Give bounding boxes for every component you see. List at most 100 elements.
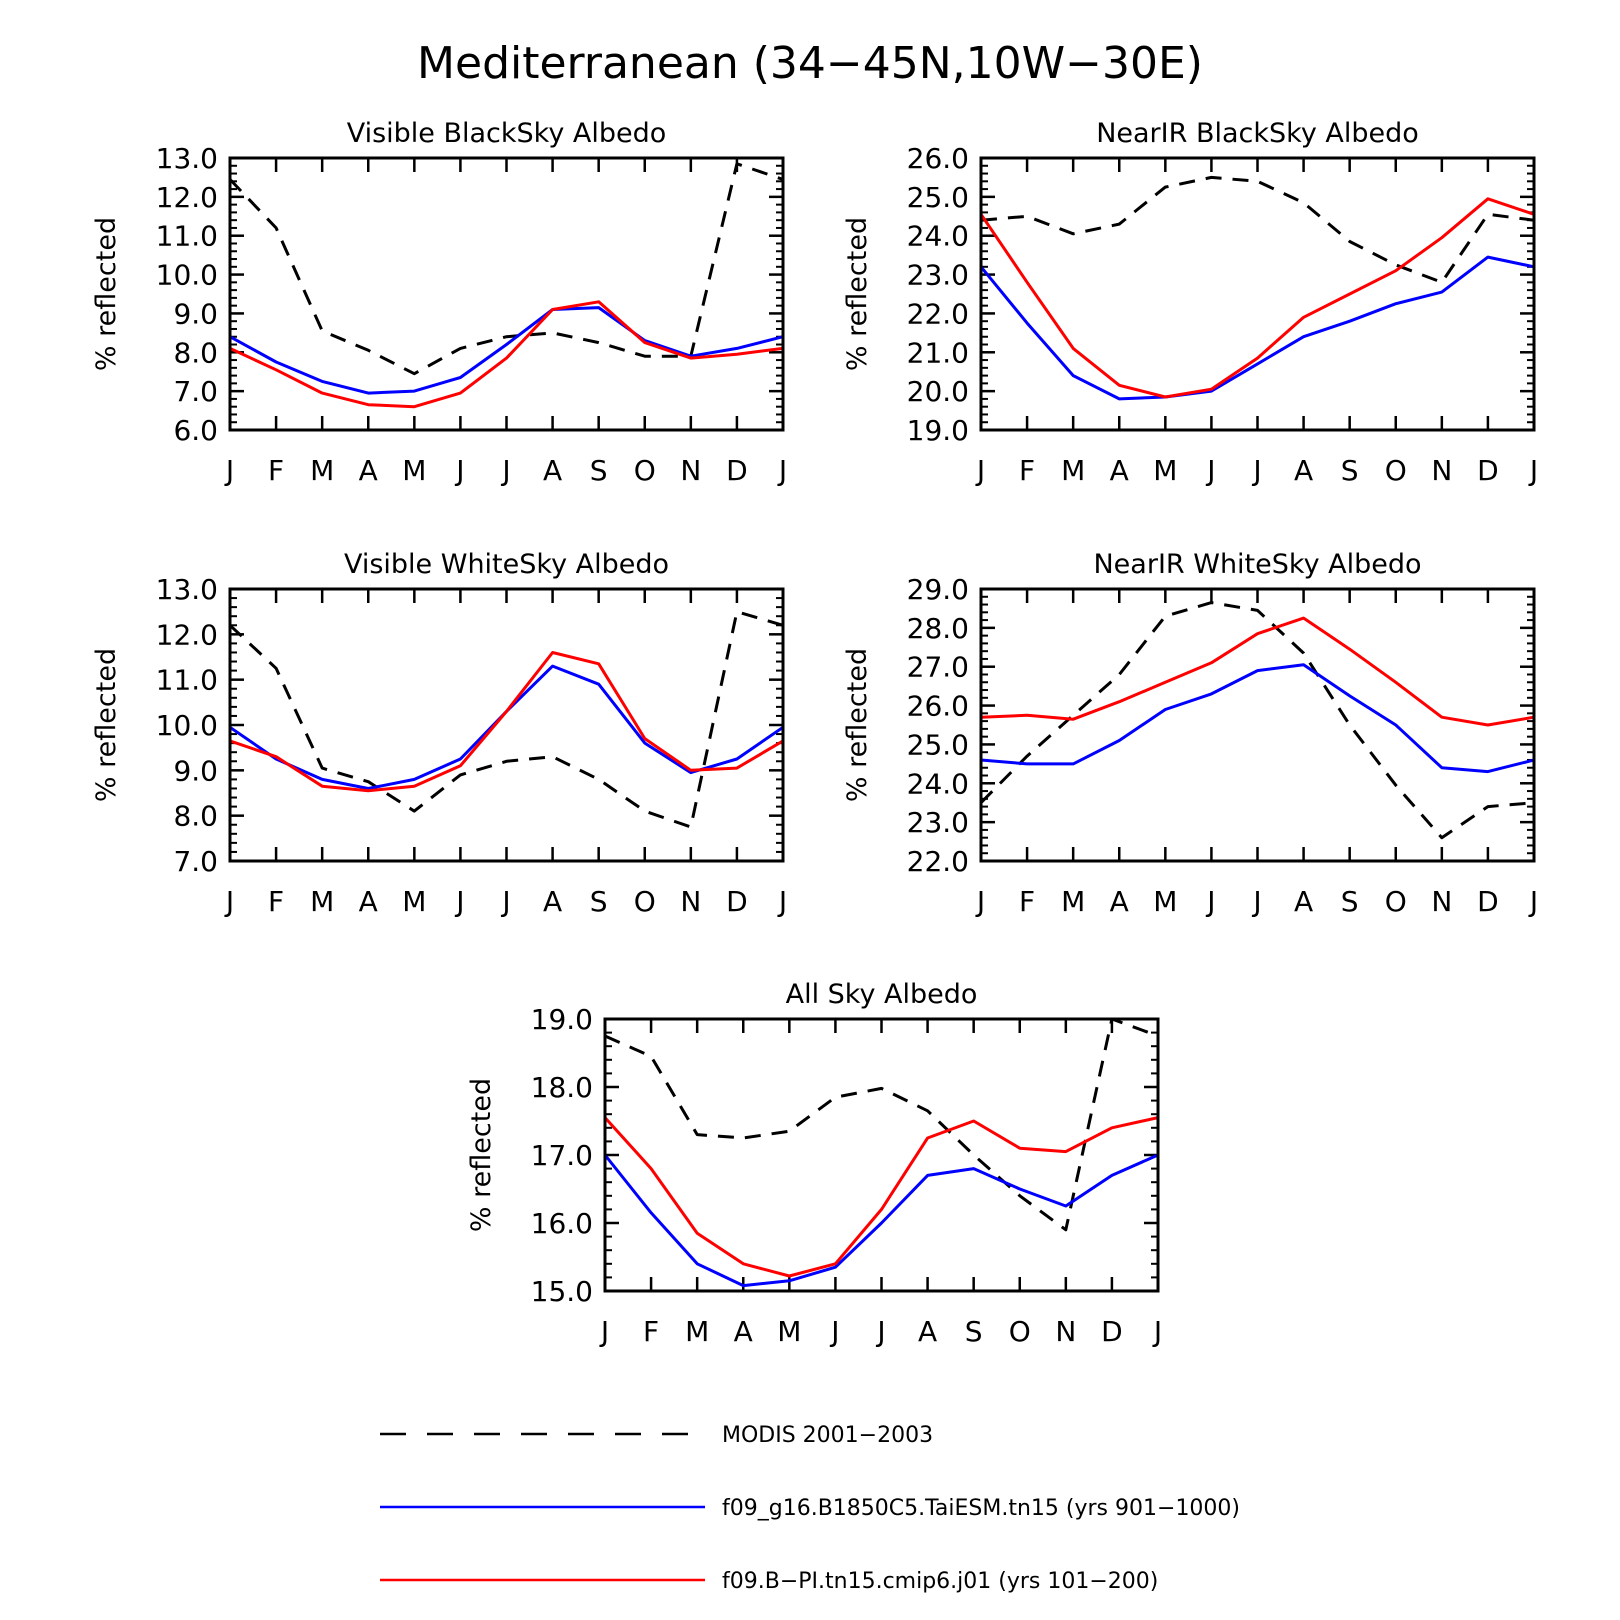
y-tick-label: 7.0	[173, 845, 218, 878]
x-tick-label: N	[1055, 1315, 1076, 1348]
x-tick-label: O	[1385, 885, 1407, 918]
x-tick-label: S	[965, 1315, 983, 1348]
x-tick-label: J	[1251, 885, 1261, 918]
x-tick-label: D	[1477, 454, 1499, 487]
series-line-1	[228, 610, 784, 829]
y-tick-label: 25.0	[907, 728, 969, 761]
panel-title: NearIR BlackSky Albedo	[1096, 118, 1419, 149]
plot-frame	[979, 156, 1536, 432]
legend-label-1: MODIS 2001−2003	[722, 1423, 933, 1448]
x-tick-label: J	[975, 885, 985, 918]
panel-title: All Sky Albedo	[786, 979, 978, 1010]
panel-2: NearIR BlackSky Albedo % reflected 19.0 20.…	[842, 118, 1538, 487]
legend-label-2: f09_g16.B1850C5.TaiESM.tn15 (yrs 901−100…	[722, 1496, 1240, 1521]
x-tick-label: O	[1385, 454, 1407, 487]
x-tick-label: O	[634, 454, 656, 487]
series-line-3	[229, 651, 784, 793]
x-tick-label: J	[599, 1315, 609, 1348]
series-line-3	[980, 616, 1535, 727]
y-tick-label: 8.0	[173, 336, 218, 369]
y-tick-label: 23.0	[907, 806, 969, 839]
x-tick-label: F	[268, 885, 284, 918]
y-tick-label: 17.0	[531, 1139, 593, 1172]
panel-title: Visible WhiteSky Albedo	[344, 549, 669, 580]
y-tick-label: 9.0	[173, 297, 218, 330]
x-tick-label: A	[1294, 885, 1313, 918]
y-tick-label: 22.0	[907, 845, 969, 878]
series-line-1	[980, 175, 1535, 284]
plot-frame	[228, 156, 785, 432]
x-tick-label: D	[726, 885, 748, 918]
y-tick-label: 28.0	[907, 612, 969, 645]
y-tick-label: 11.0	[156, 664, 218, 697]
x-tick-label: D	[1477, 885, 1499, 918]
series-line-3	[979, 197, 1535, 399]
x-tick-label: M	[685, 1315, 709, 1348]
series-line-2	[603, 1153, 1159, 1288]
y-tick-label: 16.0	[531, 1207, 593, 1240]
x-tick-label: J	[875, 1315, 885, 1348]
x-tick-label: O	[1009, 1315, 1031, 1348]
panels: Visible BlackSky Albedo % reflected 6.0 7.0…	[91, 118, 1538, 1348]
x-tick-label: J	[1152, 1315, 1162, 1348]
panel-1: Visible BlackSky Albedo % reflected 6.0 7.0…	[91, 118, 787, 487]
y-tick-label: 19.0	[907, 414, 969, 447]
x-tick-label: J	[829, 1315, 839, 1348]
series-line-3	[229, 300, 784, 409]
x-tick-label: J	[224, 454, 234, 487]
y-tick-label: 10.0	[156, 709, 218, 742]
x-tick-label: M	[402, 885, 426, 918]
y-tick-label: 27.0	[907, 651, 969, 684]
y-tick-label: 24.0	[907, 220, 969, 253]
x-tick-label: J	[454, 885, 464, 918]
y-tick-label: 26.0	[907, 142, 969, 175]
panel-title: Visible BlackSky Albedo	[347, 118, 667, 149]
y-tick-label: 7.0	[173, 375, 218, 408]
x-tick-label: F	[268, 454, 284, 487]
x-tick-label: J	[500, 454, 510, 487]
x-tick-label: S	[1341, 885, 1359, 918]
x-tick-label: J	[1528, 885, 1538, 918]
x-tick-label: J	[975, 454, 985, 487]
x-tick-label: J	[1205, 454, 1215, 487]
x-tick-label: M	[402, 454, 426, 487]
x-tick-label: A	[359, 454, 378, 487]
y-axis-label: % reflected	[842, 648, 873, 802]
y-axis-label: % reflected	[91, 217, 122, 371]
y-axis-label: % reflected	[842, 217, 873, 371]
plot-frame	[603, 1017, 1160, 1293]
y-tick-label: 23.0	[907, 259, 969, 292]
x-tick-label: J	[1251, 454, 1261, 487]
x-tick-label: A	[359, 885, 378, 918]
x-tick-label: A	[1294, 454, 1313, 487]
x-tick-label: A	[543, 454, 562, 487]
y-tick-label: 26.0	[907, 690, 969, 723]
x-tick-label: N	[680, 454, 701, 487]
x-tick-label: M	[310, 454, 334, 487]
x-tick-label: J	[777, 454, 787, 487]
x-tick-label: M	[310, 885, 334, 918]
x-tick-label: J	[1528, 454, 1538, 487]
x-tick-label: J	[224, 885, 234, 918]
y-axis-label: % reflected	[91, 648, 122, 802]
y-tick-label: 21.0	[907, 336, 969, 369]
y-tick-label: 12.0	[156, 618, 218, 651]
y-axis-label: % reflected	[466, 1078, 497, 1232]
y-tick-label: 10.0	[156, 259, 218, 292]
y-tick-label: 9.0	[173, 754, 218, 787]
x-tick-label: N	[1431, 885, 1452, 918]
series-line-2	[229, 306, 784, 395]
x-tick-label: M	[1153, 454, 1177, 487]
x-tick-label: A	[1110, 454, 1129, 487]
y-tick-label: 8.0	[173, 800, 218, 833]
x-tick-label: S	[590, 454, 608, 487]
legend-label-3: f09.B−PI.tn15.cmip6.j01 (yrs 101−200)	[722, 1569, 1158, 1594]
y-tick-label: 13.0	[156, 142, 218, 175]
panel-title: NearIR WhiteSky Albedo	[1093, 549, 1421, 580]
panel-4: NearIR WhiteSky Albedo % reflected 22.0 23.…	[842, 549, 1538, 918]
x-tick-label: S	[590, 885, 608, 918]
x-tick-label: M	[777, 1315, 801, 1348]
series-line-2	[979, 255, 1535, 401]
plot-frame	[979, 587, 1536, 863]
